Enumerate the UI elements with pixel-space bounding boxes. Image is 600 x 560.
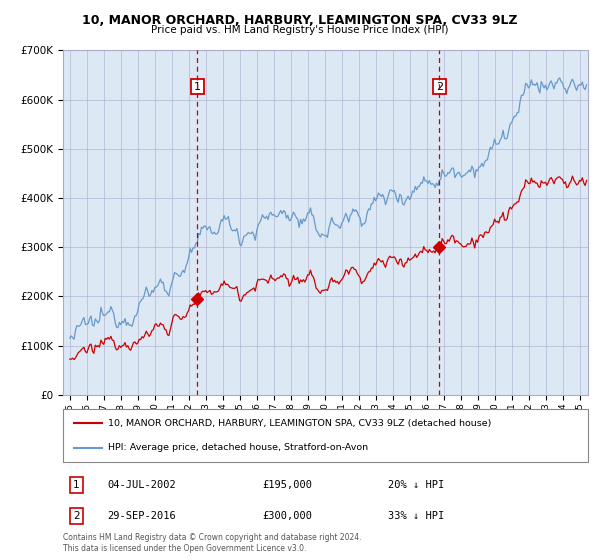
Text: 10, MANOR ORCHARD, HARBURY, LEAMINGTON SPA, CV33 9LZ: 10, MANOR ORCHARD, HARBURY, LEAMINGTON S… — [82, 14, 518, 27]
Text: 1: 1 — [194, 82, 201, 92]
Text: £300,000: £300,000 — [263, 511, 313, 521]
Text: Contains HM Land Registry data © Crown copyright and database right 2024.
This d: Contains HM Land Registry data © Crown c… — [63, 533, 361, 553]
Text: 10, MANOR ORCHARD, HARBURY, LEAMINGTON SPA, CV33 9LZ (detached house): 10, MANOR ORCHARD, HARBURY, LEAMINGTON S… — [107, 419, 491, 428]
Text: 33% ↓ HPI: 33% ↓ HPI — [389, 511, 445, 521]
Text: 29-SEP-2016: 29-SEP-2016 — [107, 511, 176, 521]
Text: 20% ↓ HPI: 20% ↓ HPI — [389, 480, 445, 490]
Text: 2: 2 — [73, 511, 79, 521]
Text: 2: 2 — [436, 82, 443, 92]
Text: 04-JUL-2002: 04-JUL-2002 — [107, 480, 176, 490]
Text: HPI: Average price, detached house, Stratford-on-Avon: HPI: Average price, detached house, Stra… — [107, 443, 368, 452]
Text: Price paid vs. HM Land Registry's House Price Index (HPI): Price paid vs. HM Land Registry's House … — [151, 25, 449, 35]
FancyBboxPatch shape — [63, 409, 588, 462]
Text: 1: 1 — [73, 480, 79, 490]
Text: £195,000: £195,000 — [263, 480, 313, 490]
